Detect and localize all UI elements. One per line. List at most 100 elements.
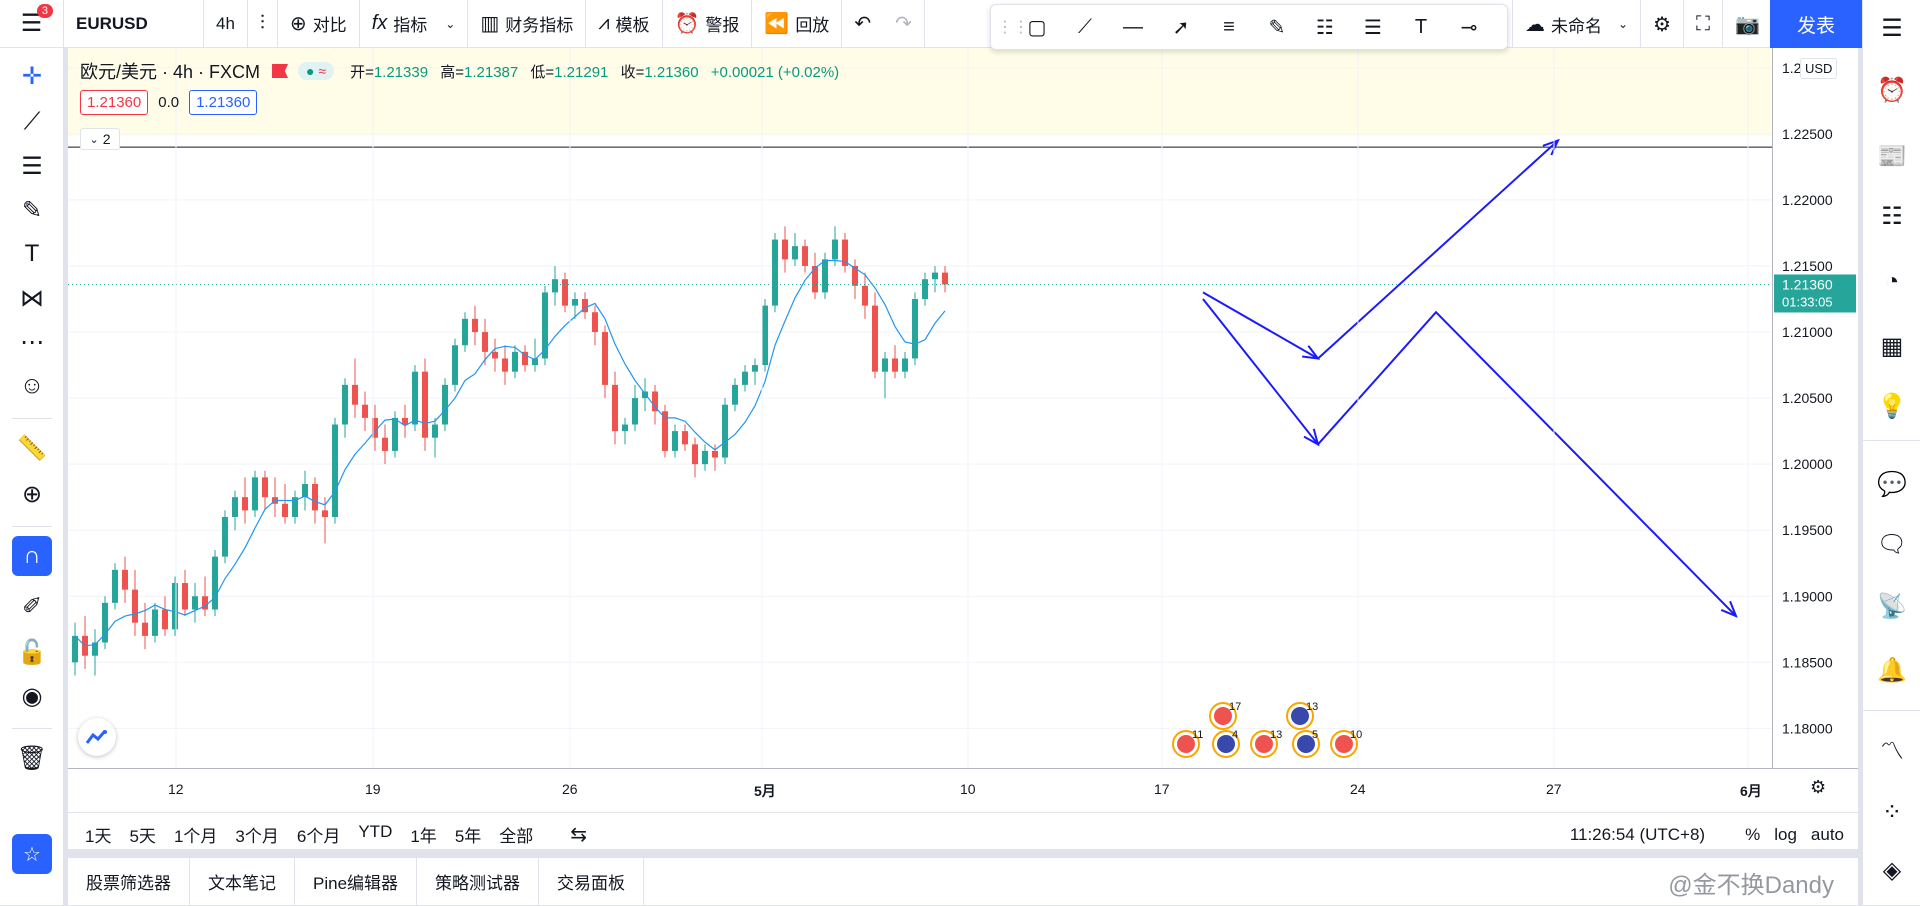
prediction-icon[interactable]: ⋯ [20, 328, 44, 356]
layers-icon[interactable]: ◈ [1882, 856, 1902, 884]
lock-drawing-icon[interactable]: ✐ [21, 592, 43, 620]
symbol-title: 欧元/美元 · 4h · FXCM [80, 62, 261, 82]
watchlist-icon[interactable]: ☰ [1881, 14, 1903, 42]
replay-button[interactable]: ⏪ 回放 [752, 0, 843, 48]
compare-button[interactable]: ⊕ 对比 [278, 0, 360, 48]
symbol-search-button[interactable]: EURUSD [64, 0, 204, 48]
range-button[interactable]: 1年 [410, 827, 437, 846]
candle-body [532, 358, 538, 366]
market-status-pill[interactable]: ● ≈ [298, 62, 335, 80]
auto-toggle[interactable]: auto [1810, 825, 1844, 844]
chat-icon[interactable]: 💬 [1877, 470, 1907, 498]
chart-trend-icon[interactable]: 〽 [1880, 737, 1904, 765]
price-tick-label: 1.22500 [1782, 126, 1833, 142]
candle-body [712, 450, 718, 458]
magnet-icon[interactable]: ∩ [12, 536, 52, 576]
text-icon[interactable]: T [24, 240, 40, 267]
legend-background [68, 48, 1772, 136]
main-menu-button[interactable]: ☰ 3 [0, 0, 64, 48]
favorites-star-icon[interactable]: ☆ [12, 834, 52, 874]
indicators-collapse-button[interactable]: ⌄ 2 [80, 128, 120, 150]
candle-body [902, 358, 908, 372]
log-toggle[interactable]: log [1774, 825, 1797, 844]
fib-icon[interactable]: ☰ [21, 152, 43, 180]
compare-label: 对比 [312, 16, 347, 35]
templates-button[interactable]: ⩘ 模板 [586, 0, 663, 48]
redo-button[interactable]: ↷ [883, 0, 925, 48]
bottom-tab[interactable]: 交易面板 [539, 857, 645, 906]
notifications-icon[interactable]: 🔔 [1877, 656, 1907, 684]
bottom-tab[interactable]: Pine编辑器 [295, 857, 418, 906]
date-range-icon[interactable]: ⇆ [570, 824, 588, 846]
undo-button[interactable]: ↶ [842, 0, 883, 48]
tradingview-logo-icon[interactable] [78, 718, 116, 756]
candle-body [192, 596, 198, 610]
interval-button[interactable]: 4h [204, 0, 248, 48]
bottom-tab[interactable]: 策略测试器 [417, 857, 540, 906]
range-button[interactable]: 3个月 [235, 827, 279, 846]
settings-button[interactable]: ⚙ [1641, 0, 1684, 48]
price-chart[interactable]: 1.230001.225001.220001.215001.210001.205… [68, 48, 1858, 768]
range-button[interactable]: YTD [358, 822, 393, 841]
eye-icon[interactable]: ◉ [21, 682, 43, 710]
sell-button[interactable]: 1.21360 [80, 90, 149, 115]
text-tool-icon[interactable]: T [1414, 15, 1428, 38]
range-button[interactable]: 1天 [85, 827, 112, 846]
ohlc-values: 开=1.21339 高=1.21387 低=1.21291 收=1.21360 … [350, 61, 847, 82]
parallel-channel-tool-icon[interactable]: ≡ [1223, 15, 1235, 38]
clock-readout[interactable]: 11:26:54 (UTC+8) [1569, 825, 1706, 844]
flag-icon[interactable] [272, 64, 289, 78]
ruler-icon[interactable]: 📏 [17, 434, 47, 462]
range-button[interactable]: 5年 [454, 827, 482, 846]
alert-button[interactable]: ⏰ 警报 [663, 0, 753, 48]
indicators-button[interactable]: fx 指标 ⌄ [360, 0, 469, 48]
data-window-icon[interactable]: ☷ [1881, 202, 1903, 230]
hotlist-icon[interactable]: ◔ [1884, 268, 1900, 295]
range-button[interactable]: 5天 [129, 827, 156, 846]
fib-extension-tool-icon[interactable]: ☰ [1364, 16, 1382, 39]
percent-toggle[interactable]: % [1745, 825, 1761, 844]
time-axis-settings-icon[interactable]: ⚙ [1810, 777, 1827, 797]
high-label: 高= [440, 63, 464, 81]
dots-grid-icon[interactable]: ⁘ [1881, 798, 1903, 826]
time-axis[interactable]: 1219265月101724276月7⚙ [68, 769, 1858, 811]
trash-icon[interactable]: 🗑 [16, 744, 48, 772]
buy-button[interactable]: 1.21360 [189, 90, 258, 115]
brush-icon[interactable]: ✎ [21, 196, 43, 224]
emoji-icon[interactable]: ☺ [19, 372, 45, 399]
financials-button[interactable]: ▥ 财务指标 [468, 0, 587, 48]
crosshair-icon[interactable]: ✛ [21, 62, 43, 90]
publish-button[interactable]: 发表 [1770, 0, 1862, 48]
fullscreen-button[interactable]: ⛶ [1684, 0, 1723, 48]
chart-pane[interactable]: 1.230001.225001.220001.215001.210001.205… [68, 48, 1858, 849]
fib-retracement-tool-icon[interactable]: ☷ [1316, 16, 1334, 39]
calendar-icon[interactable]: ▦ [1880, 332, 1904, 360]
drag-handle-icon[interactable]: ⋮⋮ [997, 19, 1029, 36]
zoom-in-icon[interactable]: ⊕ [21, 480, 43, 508]
snapshot-button[interactable]: 📷 [1723, 0, 1773, 48]
currency-label[interactable]: USD [1800, 58, 1838, 79]
ideas-icon[interactable]: 💡 [1877, 392, 1907, 420]
price-axis[interactable] [1772, 48, 1858, 768]
layout-name-button[interactable]: ☁ 未命名 ⌄ [1512, 0, 1642, 48]
chart-type-button[interactable]: ⫶ [248, 0, 278, 48]
trend-line-tool-icon[interactable]: ⟋ [1078, 15, 1092, 38]
trend-line-icon[interactable]: ⟋ [23, 108, 41, 135]
horizontal-line-tool-icon[interactable]: — [1123, 15, 1143, 38]
bottom-tab[interactable]: 股票筛选器 [68, 857, 190, 906]
alarm-icon[interactable]: ⏰ [1877, 76, 1907, 104]
range-button[interactable]: 全部 [499, 827, 534, 846]
range-button[interactable]: 1个月 [173, 827, 218, 846]
bottom-tab[interactable]: 文本笔记 [190, 857, 295, 906]
price-tick-label: 1.18000 [1782, 720, 1833, 736]
rectangle-tool-icon[interactable]: ▢ [1027, 16, 1047, 39]
range-button[interactable]: 6个月 [296, 827, 341, 846]
pattern-icon[interactable]: ⋈ [20, 284, 44, 312]
brush-tool-icon[interactable]: ✎ [1268, 16, 1286, 39]
arrow-tool-icon[interactable]: ➚ [1172, 16, 1190, 39]
lock-icon[interactable]: 🔓 [17, 638, 47, 666]
news-icon[interactable]: 📰 [1877, 142, 1907, 170]
private-chat-icon[interactable]: 🗨 [1876, 530, 1908, 558]
streams-icon[interactable]: 📡 [1877, 592, 1907, 620]
price-line-tool-icon[interactable]: ⊸ [1460, 16, 1478, 39]
